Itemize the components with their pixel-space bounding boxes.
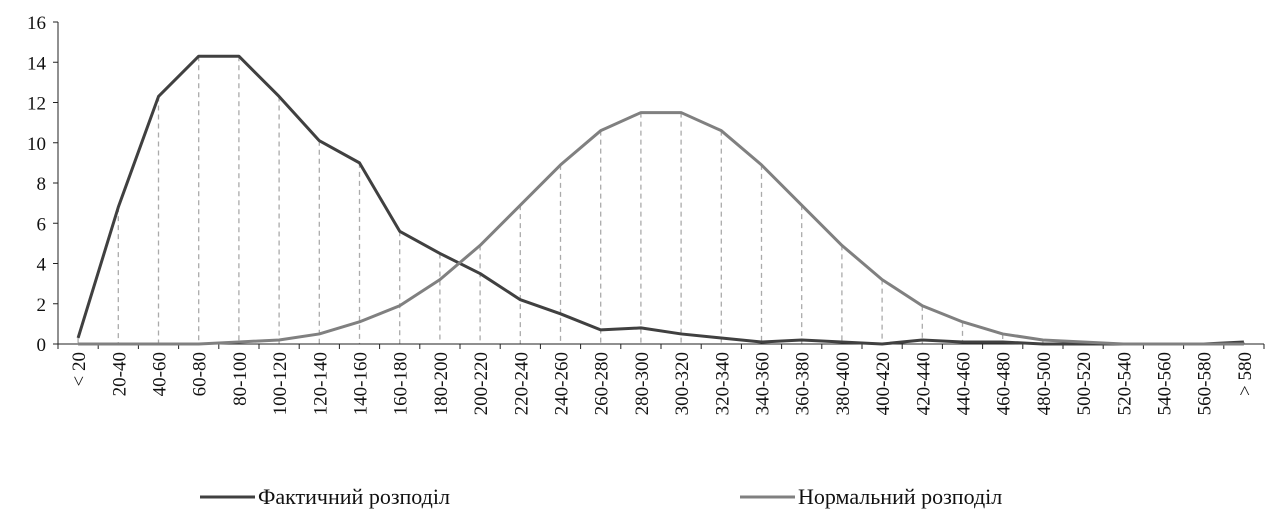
x-tick-label: 200-220 xyxy=(471,352,492,415)
x-tick-label: 60-80 xyxy=(190,352,211,396)
x-tick-label: 120-140 xyxy=(310,352,331,415)
x-tick-label: 240-260 xyxy=(552,352,573,415)
x-tick-label: 320-340 xyxy=(712,352,733,415)
x-tick-label: 520-540 xyxy=(1114,352,1135,415)
x-tick-label: 420-440 xyxy=(913,352,934,415)
x-tick-label: 500-520 xyxy=(1074,352,1095,415)
x-tick-label: 260-280 xyxy=(592,352,613,415)
y-tick-label: 10 xyxy=(27,134,46,155)
x-tick-label: 220-240 xyxy=(511,352,532,415)
x-tick-label: < 20 xyxy=(69,352,90,386)
x-tick-label: 460-480 xyxy=(994,352,1015,415)
x-tick-label: 80-100 xyxy=(230,352,251,406)
y-tick-label: 4 xyxy=(37,255,47,276)
y-tick-label: 0 xyxy=(37,335,47,356)
x-tick-label: 280-300 xyxy=(632,352,653,415)
x-tick-label: 180-200 xyxy=(431,352,452,415)
x-tick-label: 20-40 xyxy=(109,352,130,396)
y-tick-label: 6 xyxy=(37,214,47,235)
line-series xyxy=(78,111,1244,346)
y-tick-label: 2 xyxy=(37,295,47,316)
x-tick-label: 400-420 xyxy=(873,352,894,415)
x-tick-label: 140-160 xyxy=(351,352,372,415)
y-tick-label: 8 xyxy=(37,174,47,195)
y-tick-label: 12 xyxy=(27,94,46,115)
x-tick-label: 340-360 xyxy=(753,352,774,415)
x-tick-label: 160-180 xyxy=(391,352,412,415)
x-tick-label: > 580 xyxy=(1235,352,1256,396)
x-tick-label: 100-120 xyxy=(270,352,291,415)
legend-label: Нормальний розподіл xyxy=(798,484,1002,509)
legend-label: Фактичний розподіл xyxy=(258,484,450,509)
x-tick-label: 40-60 xyxy=(150,352,171,396)
x-tick-label: 360-380 xyxy=(793,352,814,415)
y-tick-label: 14 xyxy=(27,53,47,74)
x-tick-label: 480-500 xyxy=(1034,352,1055,415)
x-tick-label: 300-320 xyxy=(672,352,693,415)
x-tick-label: 380-400 xyxy=(833,352,854,415)
line-series xyxy=(76,54,1244,346)
x-tick-label: 560-580 xyxy=(1195,352,1216,415)
x-tick-label: 540-560 xyxy=(1155,352,1176,415)
x-tick-label: 440-460 xyxy=(954,352,975,415)
y-tick-label: 16 xyxy=(27,13,46,34)
